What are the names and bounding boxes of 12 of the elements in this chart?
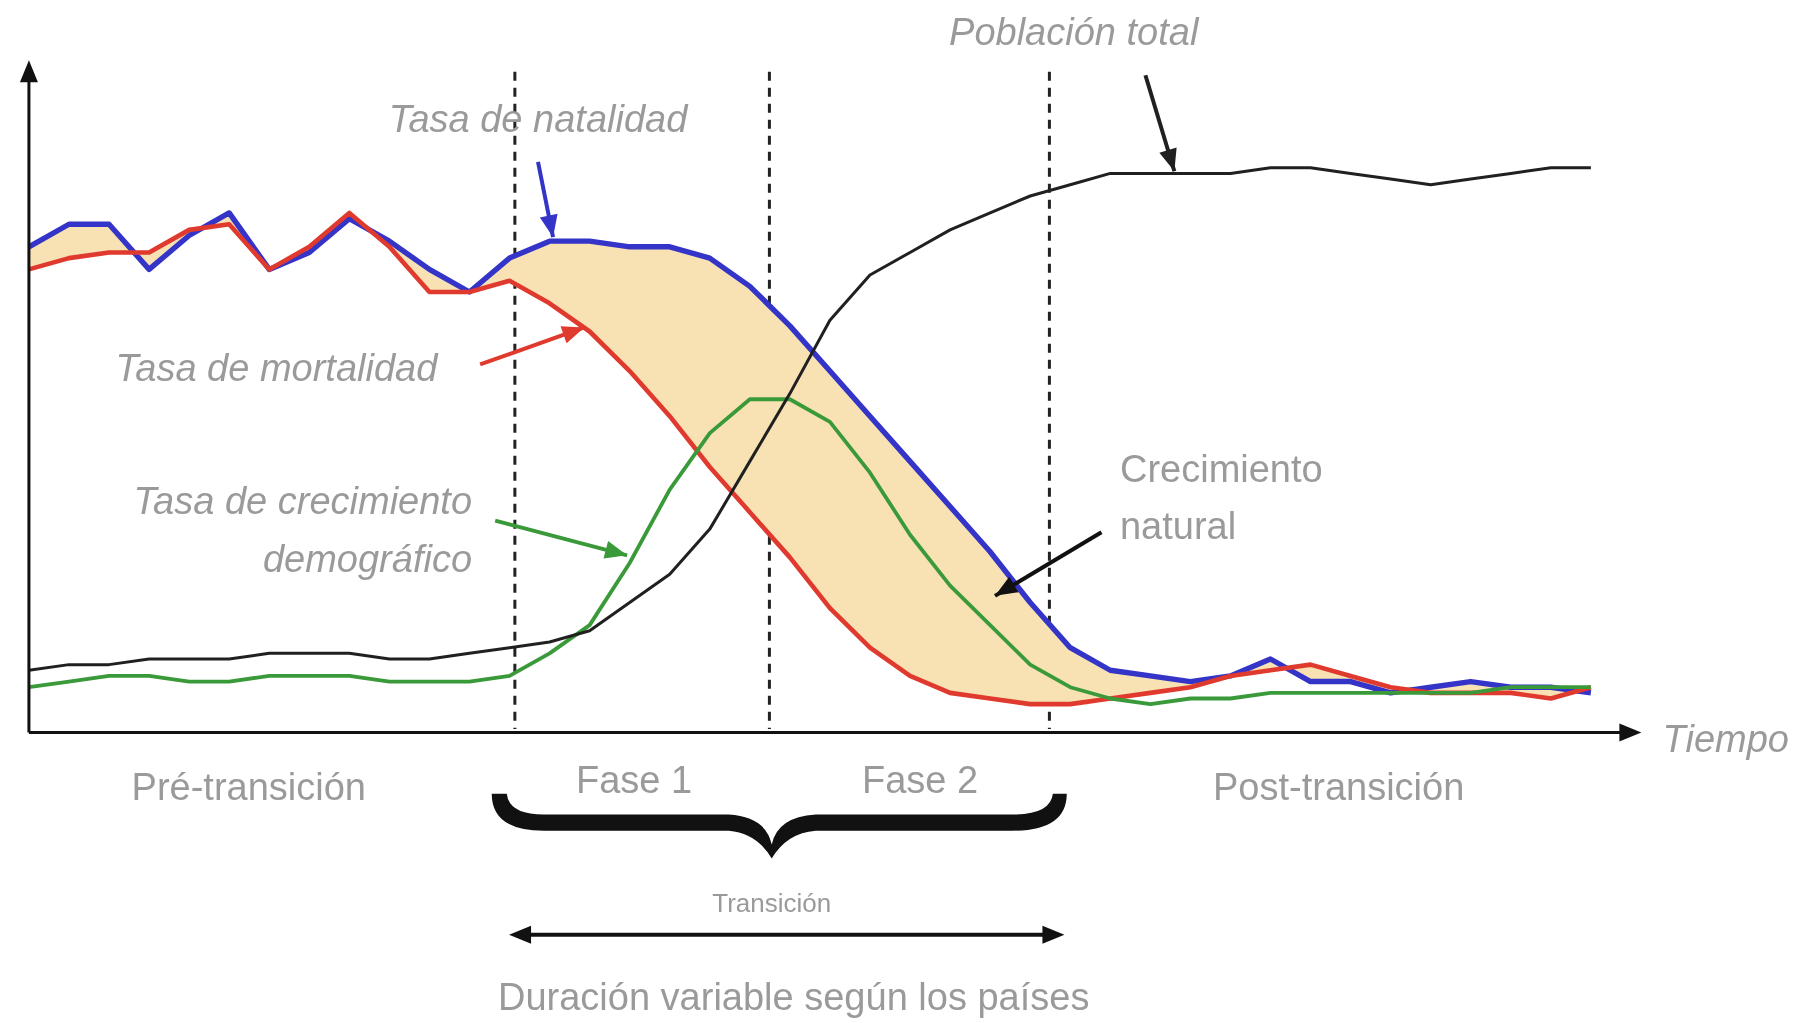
text: Tasa de natalidad <box>388 98 690 141</box>
text: Duración variable según los países <box>497 976 1090 1019</box>
text: Fase 2 <box>861 758 979 801</box>
annotation: Crecimiento natural <box>1119 447 1323 548</box>
text: Población total <box>949 11 1200 54</box>
legend-label: Tasa de crecimiento demográfico <box>133 479 473 580</box>
text: Post-transición <box>1212 765 1465 808</box>
text: Transición <box>712 887 832 918</box>
text: Fase 1 <box>575 758 693 801</box>
x-axis-title: Tiempo <box>1662 718 1789 761</box>
legend-label: Tasa de mortalidad <box>115 346 440 389</box>
text: Pré-transición <box>131 765 366 808</box>
